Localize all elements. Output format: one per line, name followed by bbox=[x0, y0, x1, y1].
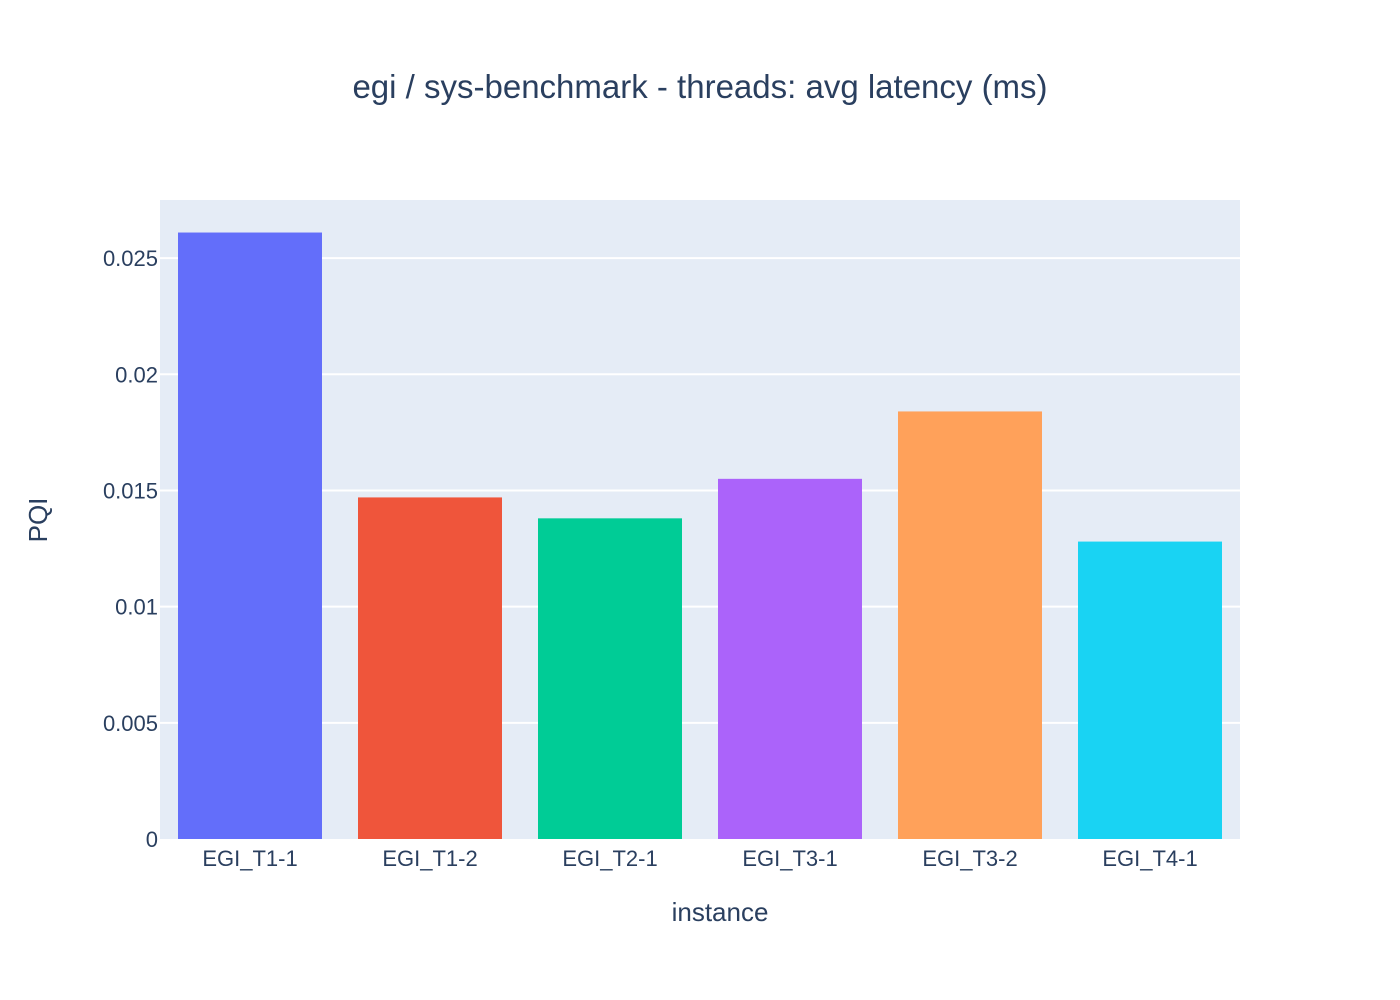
bar-egi-t2-1[interactable] bbox=[538, 518, 682, 839]
bars bbox=[178, 232, 1222, 840]
bar-egi-t4-1[interactable] bbox=[1078, 541, 1222, 839]
y-tick-label: 0.01 bbox=[115, 595, 158, 620]
x-axis-title: instance bbox=[672, 897, 769, 927]
x-tick-label: EGI_T3-1 bbox=[742, 846, 837, 871]
y-axis-title: PQI bbox=[23, 498, 53, 543]
chart-title: egi / sys-benchmark - threads: avg laten… bbox=[352, 68, 1048, 105]
x-axis-ticks: EGI_T1-1 EGI_T1-2 EGI_T2-1 EGI_T3-1 EGI_T3-2… bbox=[202, 846, 1197, 871]
gridlines bbox=[160, 257, 1240, 724]
y-axis-ticks: 0 0.005 0.01 0.015 0.02 0.025 bbox=[103, 246, 158, 852]
y-tick-label: 0 bbox=[146, 827, 158, 852]
bar-egi-t3-2[interactable] bbox=[898, 411, 1042, 839]
y-tick-label: 0.02 bbox=[115, 362, 158, 387]
x-tick-label: EGI_T4-1 bbox=[1102, 846, 1197, 871]
x-tick-label: EGI_T2-1 bbox=[562, 846, 657, 871]
y-tick-label: 0.015 bbox=[103, 478, 158, 503]
bar-egi-t1-2[interactable] bbox=[358, 497, 502, 839]
bar-egi-t3-1[interactable] bbox=[718, 478, 862, 839]
x-tick-label: EGI_T1-1 bbox=[202, 846, 297, 871]
y-tick-label: 0.025 bbox=[103, 246, 158, 271]
plot-area bbox=[160, 200, 1240, 839]
y-tick-label: 0.005 bbox=[103, 711, 158, 736]
bar-egi-t1-1[interactable] bbox=[178, 232, 322, 840]
x-tick-label: EGI_T1-2 bbox=[382, 846, 477, 871]
x-tick-label: EGI_T3-2 bbox=[922, 846, 1017, 871]
